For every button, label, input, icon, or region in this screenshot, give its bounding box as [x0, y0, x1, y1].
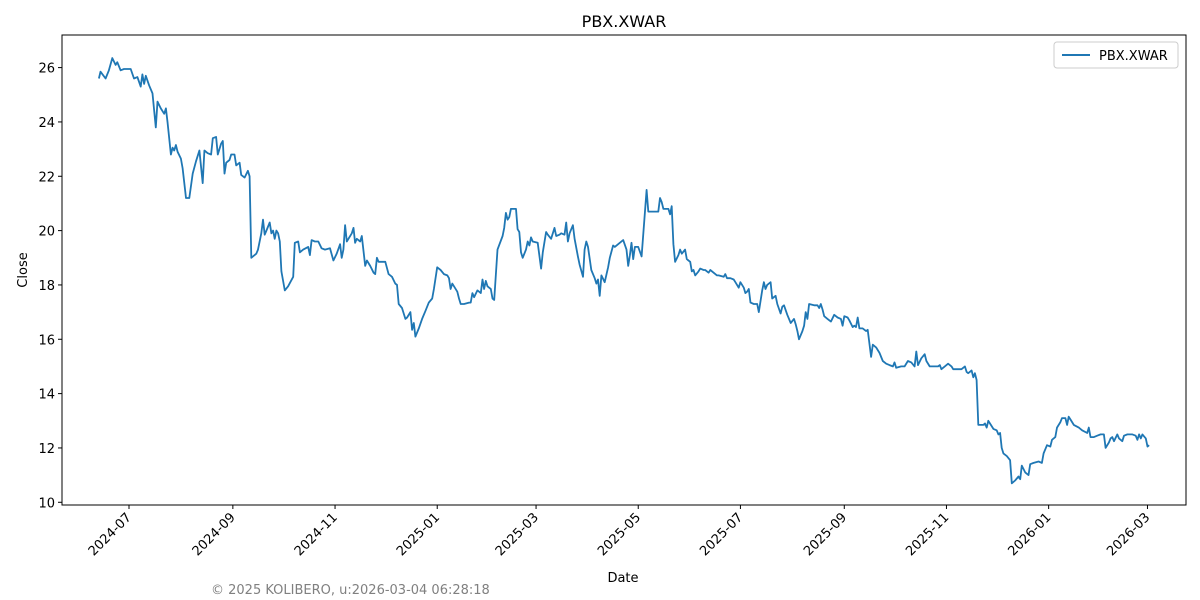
series-line-0	[98, 57, 1150, 485]
y-tick-label: 24	[38, 116, 55, 131]
y-tick-label: 26	[38, 62, 55, 77]
y-tick-label: 10	[38, 496, 55, 511]
footer-copyright: © 2025 KOLIBERO, u:2026-03-04 06:28:18	[211, 583, 490, 598]
y-axis: 10 12 14 16 18 20 22 24 26	[38, 62, 62, 511]
legend-label: PBX.XWAR	[1099, 49, 1168, 64]
y-tick-label: 14	[38, 388, 55, 403]
plot-area	[98, 57, 1150, 485]
x-axis-label: Date	[607, 571, 638, 586]
legend: PBX.XWAR	[1053, 41, 1179, 69]
y-axis-label: Close	[16, 252, 31, 287]
y-tick-label: 20	[38, 225, 55, 240]
y-tick-label: 18	[38, 279, 55, 294]
y-tick-label: 12	[38, 442, 55, 457]
chart-title: PBX.XWAR	[582, 12, 667, 31]
y-tick-label: 22	[38, 170, 55, 185]
y-tick-label: 16	[38, 333, 55, 348]
axes-frame	[61, 34, 1187, 506]
legend-box	[1053, 41, 1179, 69]
